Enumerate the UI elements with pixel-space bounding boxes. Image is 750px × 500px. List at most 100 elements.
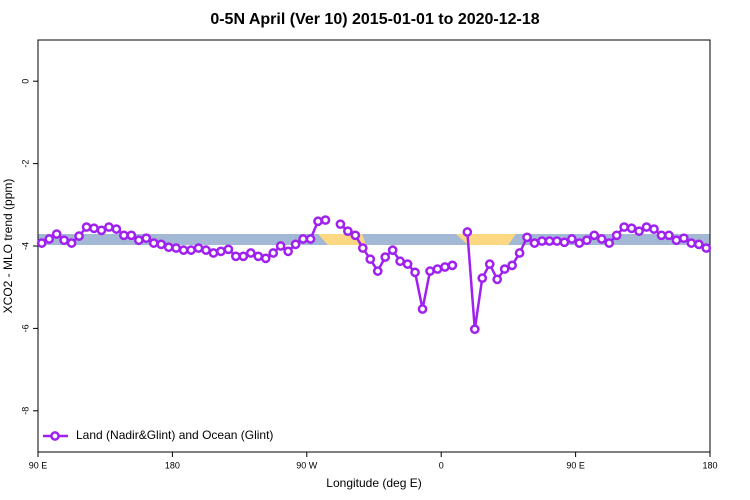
chart-title: 0-5N April (Ver 10) 2015-01-01 to 2020-1… [210, 11, 539, 28]
point [365, 254, 376, 265]
point [245, 248, 256, 258]
point [238, 251, 249, 262]
point [686, 238, 697, 248]
point [425, 266, 435, 276]
point [156, 239, 167, 250]
point [44, 234, 55, 244]
point [208, 248, 219, 258]
y-tick-label: 0 [20, 79, 30, 84]
point [313, 216, 323, 227]
y-axis-label: XCO2 - MLO trend (ppm) [1, 179, 15, 314]
point [432, 264, 443, 274]
point [343, 226, 353, 237]
point [544, 236, 555, 246]
point [387, 245, 398, 255]
point [126, 230, 137, 241]
x-tick-label: 180 [165, 460, 180, 470]
x-tick-label: 90 E [566, 460, 585, 470]
point [335, 219, 346, 230]
legend-marker [50, 431, 60, 441]
point [223, 244, 234, 255]
point [522, 232, 532, 243]
point [596, 234, 607, 244]
point [81, 222, 92, 232]
point [141, 233, 152, 244]
band-patch [456, 234, 516, 245]
point [357, 243, 368, 253]
point [567, 234, 577, 244]
point [178, 245, 189, 255]
point [649, 224, 659, 234]
point [119, 230, 129, 241]
point [484, 259, 495, 269]
point [537, 236, 547, 246]
point [305, 234, 316, 244]
point [440, 262, 450, 272]
point [66, 238, 77, 248]
point [693, 239, 704, 250]
point [664, 230, 674, 241]
point [656, 230, 667, 241]
point [417, 304, 428, 314]
point [275, 241, 286, 251]
point [447, 260, 458, 271]
point [462, 227, 473, 237]
point [507, 260, 517, 271]
point [679, 233, 689, 244]
point [469, 324, 480, 335]
point [492, 274, 503, 285]
point [395, 256, 405, 267]
point [671, 235, 682, 246]
point [380, 252, 391, 262]
point [410, 267, 420, 278]
point [283, 246, 293, 257]
point [290, 239, 301, 250]
point [529, 238, 540, 248]
point [253, 251, 264, 262]
point [634, 226, 644, 237]
point [701, 243, 712, 253]
point [581, 235, 592, 246]
x-tick-label: 90 W [296, 460, 318, 470]
band [38, 234, 710, 245]
x-tick-label: 180 [702, 460, 717, 470]
point [74, 231, 84, 241]
point [171, 243, 181, 253]
y-tick-label: -8 [20, 407, 30, 415]
x-tick-label: 90 E [29, 460, 48, 470]
point [231, 251, 241, 262]
point [619, 222, 629, 232]
point [186, 245, 196, 255]
point [611, 230, 622, 241]
point [626, 223, 637, 234]
point [589, 230, 600, 241]
legend-label: Land (Nadir&Glint) and Ocean (Glint) [76, 428, 273, 442]
point [51, 229, 62, 239]
point [216, 246, 226, 257]
point [260, 253, 271, 264]
point [372, 266, 383, 276]
point [559, 237, 570, 248]
x-axis-label: Longitude (deg E) [326, 476, 421, 490]
point [350, 230, 361, 241]
point [104, 222, 114, 232]
point [499, 264, 510, 274]
point [59, 235, 69, 246]
point [574, 238, 585, 248]
point [36, 238, 47, 248]
point [133, 235, 144, 246]
point [552, 236, 562, 246]
point [193, 243, 204, 253]
point [402, 259, 413, 269]
point [514, 248, 525, 258]
point [477, 273, 488, 283]
point [148, 238, 159, 248]
y-tick-label: -2 [20, 160, 30, 168]
point [96, 225, 107, 236]
point [201, 245, 211, 255]
point [604, 238, 615, 248]
point [111, 224, 122, 234]
point [320, 215, 331, 225]
point [641, 222, 652, 232]
